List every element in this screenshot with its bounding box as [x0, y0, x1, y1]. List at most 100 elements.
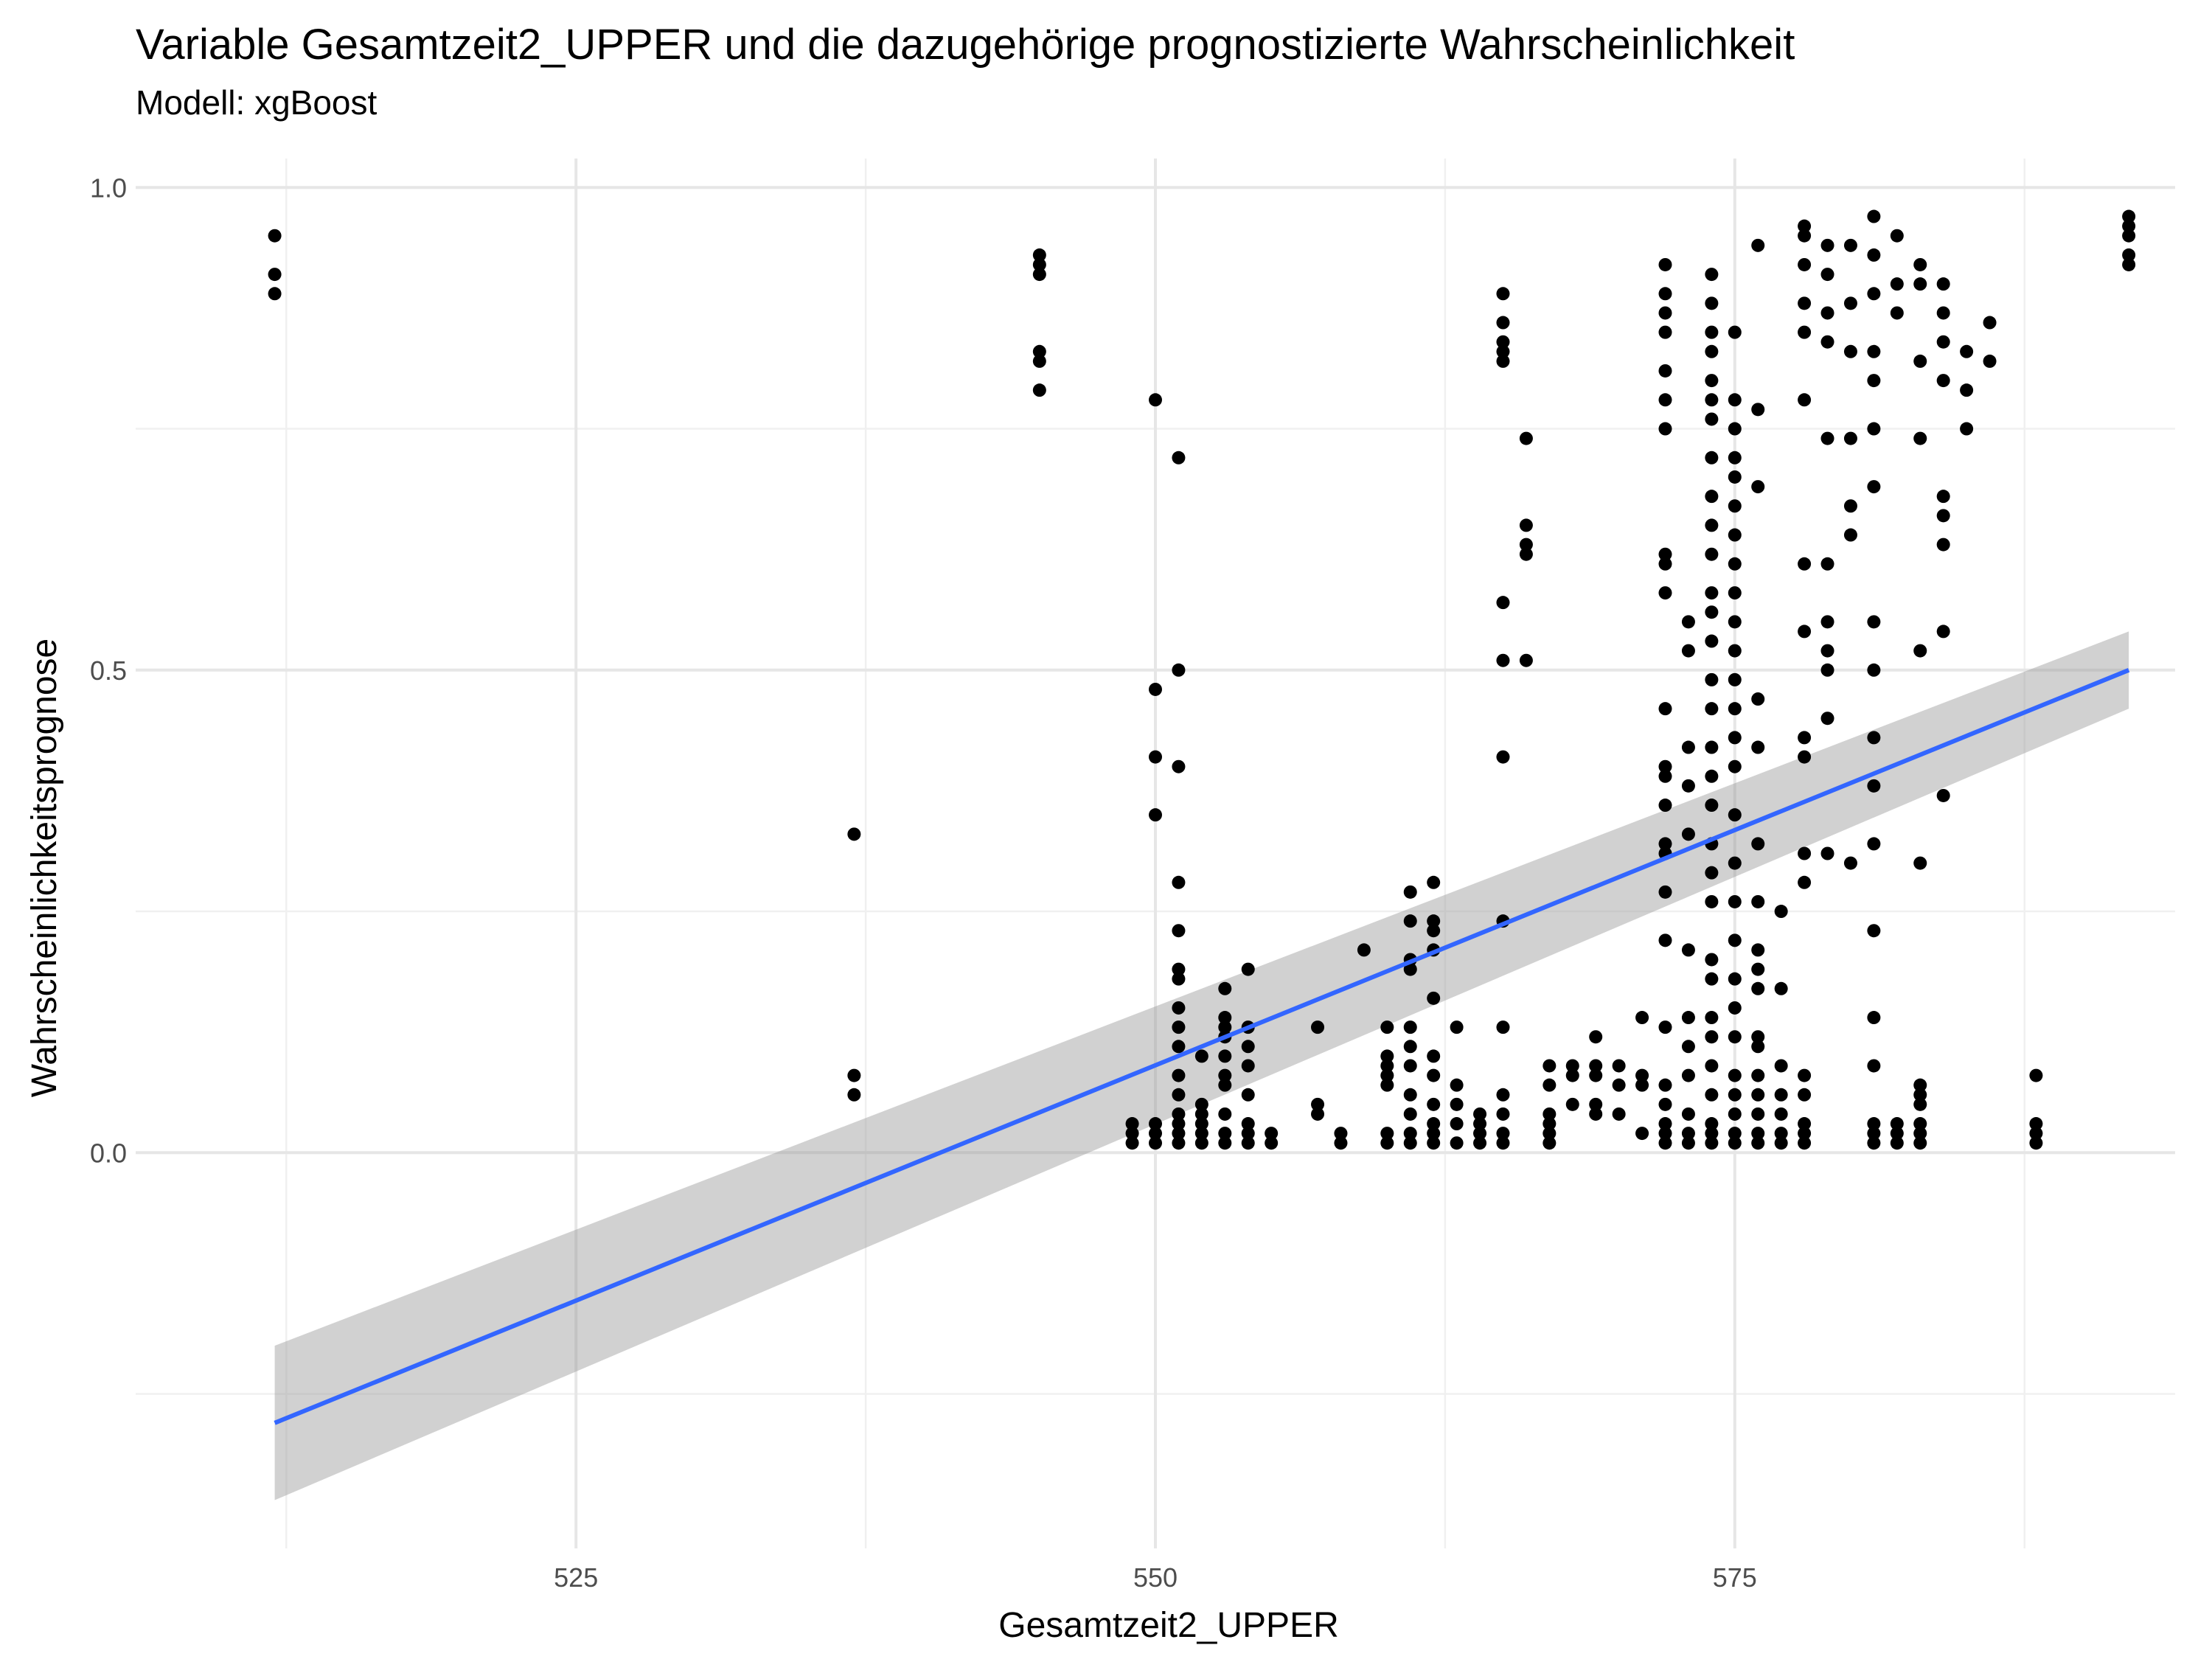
data-point: [1798, 296, 1812, 310]
data-point: [1867, 663, 1881, 677]
data-point: [1705, 1011, 1719, 1025]
data-point: [1936, 374, 1950, 388]
data-point: [1751, 1088, 1765, 1102]
data-point: [1565, 1097, 1579, 1111]
data-point: [1658, 837, 1672, 851]
data-point: [847, 1068, 861, 1082]
data-point: [1427, 991, 1441, 1005]
data-point: [1774, 1088, 1788, 1102]
data-point: [1936, 277, 1950, 291]
data-point: [1658, 702, 1672, 716]
data-point: [1496, 750, 1510, 764]
data-point: [1913, 1136, 1927, 1150]
data-point: [1705, 547, 1719, 561]
data-point: [1798, 557, 1812, 571]
data-point: [1728, 759, 1742, 773]
data-point: [1798, 1127, 1812, 1141]
data-point: [1589, 1030, 1603, 1044]
data-point: [1890, 229, 1904, 243]
data-point: [2029, 1127, 2043, 1141]
data-point: [1565, 1068, 1579, 1082]
data-point: [1983, 354, 1997, 368]
data-point: [1032, 248, 1046, 262]
data-point: [1334, 1127, 1348, 1141]
data-point: [1427, 914, 1441, 928]
data-point: [1774, 1127, 1788, 1141]
data-point: [1728, 672, 1742, 686]
y-tick-label: 1.0: [90, 173, 127, 203]
data-point: [1705, 799, 1719, 813]
data-point: [1172, 962, 1186, 976]
data-point: [1172, 1088, 1186, 1102]
data-point: [1172, 1107, 1186, 1121]
data-point: [1543, 1059, 1557, 1073]
y-axis-title: Wahrscheinlichkeitsprognose: [25, 639, 64, 1098]
data-point: [1867, 248, 1881, 262]
data-point: [1728, 528, 1742, 542]
data-point: [1658, 799, 1672, 813]
data-point: [1311, 1097, 1325, 1111]
data-point: [1681, 827, 1695, 841]
data-point: [1681, 1040, 1695, 1054]
data-point: [1380, 1049, 1394, 1063]
data-point: [1427, 924, 1441, 938]
data-point: [1403, 1107, 1417, 1121]
data-point: [1172, 875, 1186, 889]
data-point: [1172, 1001, 1186, 1015]
data-point: [268, 268, 282, 282]
data-point: [2122, 209, 2136, 223]
data-point: [1705, 634, 1719, 648]
x-axis-ticks: 525 550 575: [554, 1562, 1757, 1593]
data-point: [1867, 924, 1881, 938]
data-point: [1728, 808, 1742, 822]
data-point: [1149, 1136, 1162, 1150]
data-point: [1820, 268, 1834, 282]
data-point: [1380, 1020, 1394, 1034]
data-point: [1658, 306, 1672, 320]
data-point: [1705, 1127, 1719, 1141]
data-point: [1218, 1107, 1232, 1121]
data-point: [1473, 1127, 1487, 1141]
data-point: [1728, 470, 1742, 484]
data-point: [2122, 229, 2136, 243]
data-point: [1681, 1127, 1695, 1141]
data-point: [1612, 1107, 1626, 1121]
data-point: [1218, 1049, 1232, 1063]
data-point: [1380, 1078, 1394, 1092]
data-point: [1960, 383, 1974, 397]
data-point: [1728, 557, 1742, 571]
data-point: [1751, 1127, 1765, 1141]
data-point: [1265, 1127, 1279, 1141]
data-point: [1728, 451, 1742, 465]
data-point: [1149, 682, 1162, 696]
data-point: [1936, 509, 1950, 523]
data-point: [1496, 335, 1510, 349]
trend-line: [274, 668, 2130, 1425]
data-point: [1427, 1097, 1441, 1111]
data-point: [1496, 1020, 1510, 1034]
data-point: [1705, 866, 1719, 880]
data-point: [1311, 1020, 1325, 1034]
data-point: [1728, 644, 1742, 658]
data-point: [1218, 981, 1232, 995]
data-point: [1798, 229, 1812, 243]
data-point: [1658, 1097, 1672, 1111]
data-point: [1705, 518, 1719, 532]
data-point: [1728, 499, 1742, 513]
x-tick-label: 525: [554, 1562, 598, 1593]
data-point: [1774, 981, 1788, 995]
data-point: [1427, 1136, 1441, 1150]
data-point: [1149, 393, 1162, 407]
data-point: [1705, 325, 1719, 339]
data-point: [1149, 1117, 1162, 1131]
data-point: [1867, 1011, 1881, 1025]
data-point: [1705, 894, 1719, 908]
data-point: [1890, 1136, 1904, 1150]
data-point: [1913, 1097, 1927, 1111]
data-point: [1125, 1117, 1139, 1131]
data-point: [1565, 1059, 1579, 1073]
data-point: [1705, 1136, 1719, 1150]
confidence-band-layer: [274, 631, 2129, 1500]
data-point: [1658, 287, 1672, 301]
data-point: [1149, 808, 1162, 822]
